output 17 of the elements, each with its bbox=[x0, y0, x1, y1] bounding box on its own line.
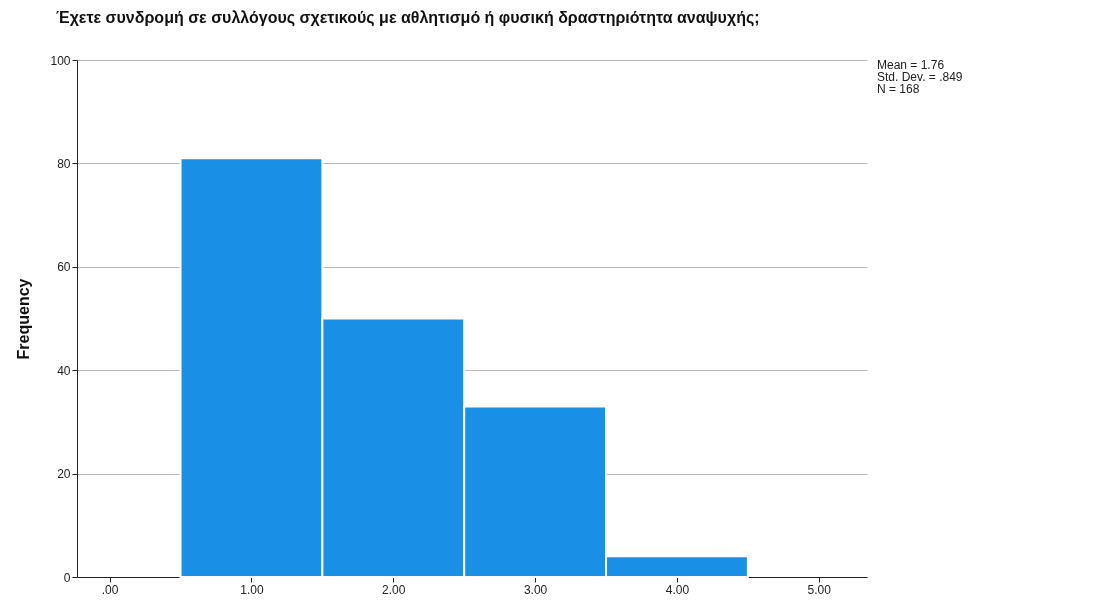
y-axis-title: Frequency bbox=[15, 278, 33, 360]
y-tick-label: 40 bbox=[57, 363, 71, 378]
x-tick-label: 1.00 bbox=[240, 582, 264, 597]
y-tick-label: 20 bbox=[57, 467, 71, 482]
y-tick-label: 0 bbox=[63, 570, 71, 585]
y-tick-label: 80 bbox=[57, 156, 71, 171]
text: Mean = 1.76 bbox=[877, 58, 945, 72]
x-tick-label: 4.00 bbox=[665, 582, 690, 597]
x-tick-label: 5.00 bbox=[807, 582, 832, 597]
y-tick-label: 100 bbox=[50, 53, 71, 68]
x-tick-label: 2.00 bbox=[382, 582, 406, 597]
y-tick-label: 60 bbox=[57, 260, 71, 275]
text: Std. Dev. = .849 bbox=[877, 70, 963, 84]
x-tick-label: .00 bbox=[101, 582, 119, 597]
x-tick-label: 3.00 bbox=[523, 582, 548, 597]
chart-title: Έχετε συνδρομή σε συλλόγους σχετικούς με αθλητισμό ή φυσική δραστηριότητα αναψυχής; bbox=[55, 9, 760, 27]
text: N = 168 bbox=[877, 82, 920, 96]
